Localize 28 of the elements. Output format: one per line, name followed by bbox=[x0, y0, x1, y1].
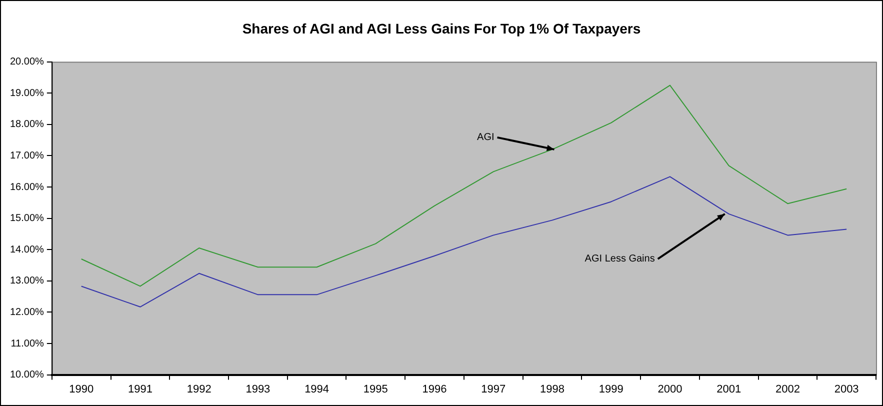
y-tick-label: 14.00% bbox=[10, 244, 44, 256]
x-tick-label: 1995 bbox=[363, 383, 388, 396]
y-tick-label: 13.00% bbox=[10, 276, 44, 287]
x-tick-label: 1994 bbox=[304, 383, 330, 396]
x-tick-label: 1996 bbox=[422, 383, 447, 396]
y-tick-label: 15.00% bbox=[10, 213, 44, 224]
y-tick-label: 12.00% bbox=[10, 306, 44, 318]
annotation: AGI Less Gains bbox=[584, 254, 655, 265]
x-tick-label: 1992 bbox=[186, 383, 212, 396]
x-tick-label: 2000 bbox=[658, 383, 682, 396]
x-tick-label: 1990 bbox=[69, 383, 94, 396]
x-tick-label: 2003 bbox=[834, 383, 859, 396]
y-tick-label: 19.00% bbox=[10, 88, 44, 99]
x-tick-label: 1991 bbox=[128, 383, 152, 396]
y-tick-label: 18.00% bbox=[10, 119, 44, 130]
y-tick-label: 20.00% bbox=[10, 56, 44, 68]
y-tick-label: 11.00% bbox=[10, 338, 44, 350]
x-tick-label: 1993 bbox=[246, 383, 270, 396]
x-tick-label: 1999 bbox=[598, 383, 624, 396]
x-tick-label: 1997 bbox=[481, 383, 506, 396]
y-tick-label: 16.00% bbox=[10, 182, 44, 193]
chart-title: Shares of AGI and AGI Less Gains For Top 1% Of Taxpayers bbox=[242, 20, 641, 36]
x-tick-label: 2002 bbox=[775, 383, 800, 396]
x-tick-label: 2001 bbox=[716, 383, 742, 396]
annotation: AGI bbox=[477, 132, 494, 144]
x-tick-label: 1998 bbox=[540, 383, 564, 396]
y-tick-label: 17.00% bbox=[10, 150, 44, 162]
y-tick-label: 10.00% bbox=[10, 370, 44, 381]
